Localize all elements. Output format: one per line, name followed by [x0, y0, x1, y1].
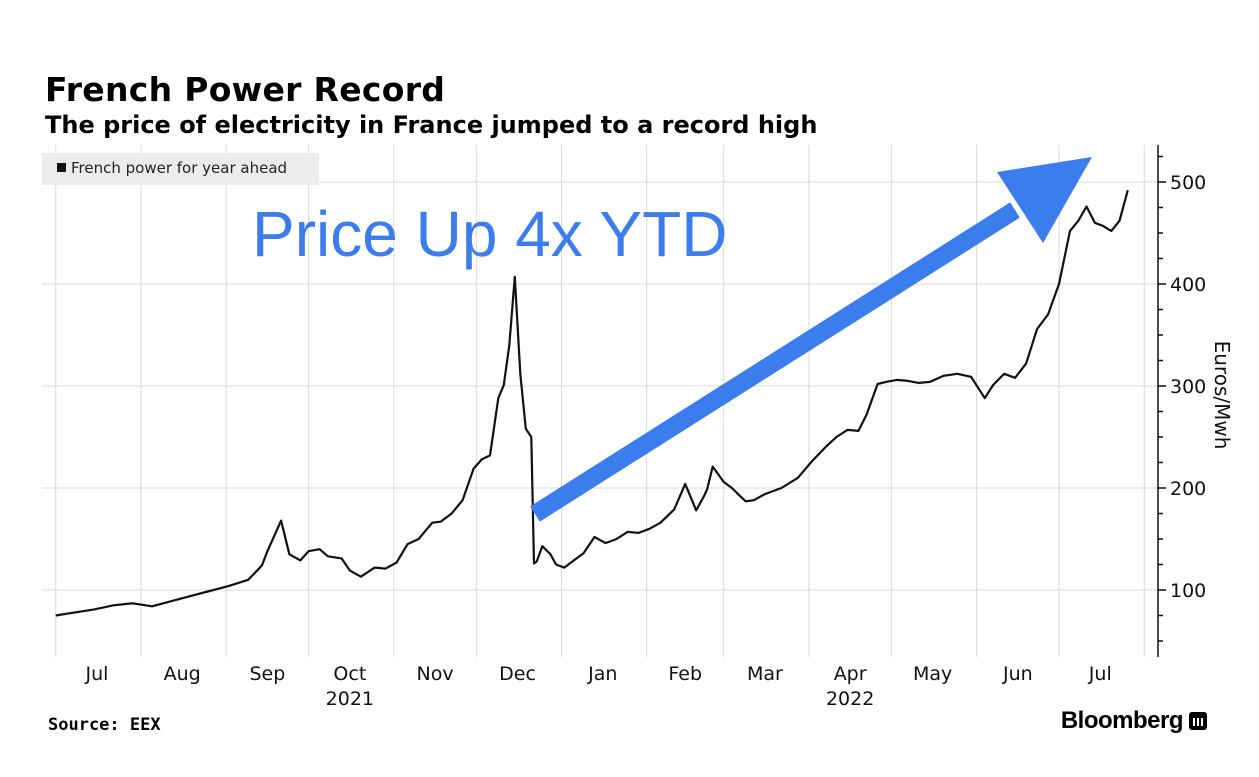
chart-title: French Power Record — [45, 70, 446, 109]
x-tick-label: Aug — [164, 663, 201, 685]
arrow-head — [997, 157, 1092, 243]
bloomberg-icon — [1189, 712, 1207, 730]
brand-name: Bloomberg — [1060, 707, 1184, 734]
x-tick-label: Jun — [1002, 663, 1033, 685]
x-tick-label: Feb — [668, 663, 702, 685]
legend: French power for year ahead — [42, 153, 319, 185]
x-year-label: 2022 — [826, 688, 874, 710]
legend-entry: French power for year ahead — [71, 159, 287, 177]
source-note: Source: EEX — [48, 715, 161, 735]
x-tick-label: Mar — [747, 663, 783, 685]
x-tick-label: Jul — [85, 663, 109, 685]
x-tick-label: Sep — [249, 663, 285, 685]
x-tick-label: Oct — [333, 663, 366, 685]
x-tick-label: Jul — [1088, 663, 1112, 685]
y-tick-label: 100 — [1170, 580, 1206, 602]
series-line-french-power — [55, 189, 1129, 617]
chart-subtitle: The price of electricity in France jumpe… — [45, 111, 818, 139]
annotation-text: Price Up 4x YTD — [252, 198, 727, 270]
y-axis: 100 200 300 400 500 — [1157, 145, 1206, 657]
y-tick-label: 400 — [1170, 274, 1206, 296]
x-tick-label: Dec — [499, 663, 536, 685]
annotation-arrow — [530, 157, 1092, 522]
x-tick-label: May — [913, 663, 952, 685]
arrow-shaft — [530, 202, 1020, 522]
x-tick-label: Nov — [417, 663, 454, 685]
legend-background — [42, 153, 319, 185]
y-tick-label: 300 — [1170, 376, 1206, 398]
x-axis: Jul Aug Sep Oct Nov Dec Jan Feb Mar Apr May Jun Jul 2… — [85, 663, 1112, 710]
series — [55, 189, 1129, 617]
x-tick-label: Apr — [834, 663, 867, 685]
grid — [42, 145, 1158, 657]
y-tick-label: 200 — [1170, 478, 1206, 500]
y-axis-label: Euros/Mwh — [1210, 341, 1234, 450]
y-tick-label: 500 — [1170, 172, 1206, 194]
x-year-label: 2021 — [326, 688, 374, 710]
legend-swatch — [57, 163, 66, 172]
brand-logo: Bloomberg — [1061, 707, 1207, 735]
x-tick-label: Jan — [587, 663, 617, 685]
